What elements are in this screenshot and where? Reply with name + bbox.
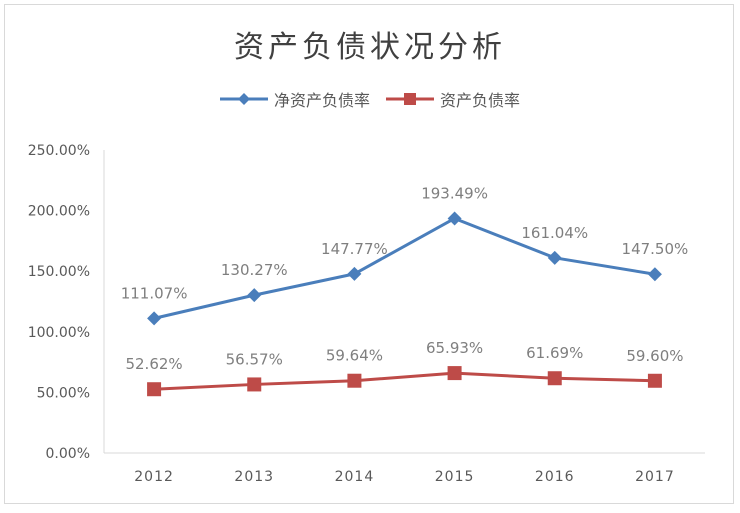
series-0-point bbox=[447, 211, 462, 226]
series-0-point bbox=[147, 311, 162, 326]
y-tick-label: 200.00% bbox=[28, 204, 90, 220]
series-1-point bbox=[447, 366, 462, 381]
series-line-0 bbox=[153, 216, 656, 320]
series-0-point bbox=[547, 250, 562, 265]
x-tick-label: 2016 bbox=[535, 469, 575, 485]
series-0-data-label: 130.27% bbox=[221, 261, 288, 279]
series-1-data-label: 56.57% bbox=[226, 350, 283, 368]
series-0-data-label: 193.49% bbox=[421, 184, 488, 202]
x-tick-label: 2013 bbox=[234, 469, 274, 485]
series-1-data-label: 59.60% bbox=[626, 347, 683, 365]
series-1-point bbox=[547, 371, 562, 386]
series-1-point bbox=[347, 373, 362, 388]
series-1-point bbox=[647, 373, 662, 388]
y-tick-label: 250.00% bbox=[28, 143, 90, 159]
chart-frame bbox=[4, 4, 734, 504]
y-tick-label: 0.00% bbox=[46, 446, 90, 462]
series-0-point bbox=[247, 288, 262, 303]
x-tick-label: 2012 bbox=[134, 469, 174, 485]
series-1-data-label: 65.93% bbox=[426, 339, 483, 357]
series-line-1 bbox=[154, 371, 655, 391]
legend-item-series-0: 净资产负债率 bbox=[219, 87, 370, 111]
chart-title: 资产负债状况分析 bbox=[234, 30, 506, 65]
series-0-data-label: 111.07% bbox=[121, 284, 188, 302]
series-1-data-label: 61.69% bbox=[526, 344, 583, 362]
series-0-data-label: 147.77% bbox=[321, 240, 388, 258]
legend-label-series-1: 资产负债率 bbox=[440, 91, 521, 110]
legend-item-series-1: 资产负债率 bbox=[386, 87, 520, 111]
series-1-point bbox=[247, 377, 262, 392]
legend-marker-series-0 bbox=[219, 93, 268, 105]
x-tick-label: 2015 bbox=[435, 469, 475, 485]
y-tick-label: 100.00% bbox=[28, 325, 90, 341]
series-0-point bbox=[647, 267, 662, 282]
series-0-data-label: 161.04% bbox=[521, 224, 588, 242]
series-1-data-label: 59.64% bbox=[326, 347, 383, 365]
series-1-data-label: 52.62% bbox=[125, 355, 182, 373]
legend-marker-series-1 bbox=[386, 93, 434, 105]
series-1-point bbox=[147, 382, 162, 397]
y-tick-label: 150.00% bbox=[28, 264, 90, 280]
chart-legend: 净资产负债率 资产负债率 bbox=[0, 87, 740, 111]
legend-label-series-0: 净资产负债率 bbox=[273, 91, 370, 110]
series-0-point bbox=[347, 266, 362, 281]
series-0-data-label: 147.50% bbox=[622, 240, 689, 258]
x-tick-label: 2017 bbox=[635, 469, 675, 485]
y-tick-label: 50.00% bbox=[37, 385, 90, 401]
x-tick-label: 2014 bbox=[335, 469, 375, 485]
